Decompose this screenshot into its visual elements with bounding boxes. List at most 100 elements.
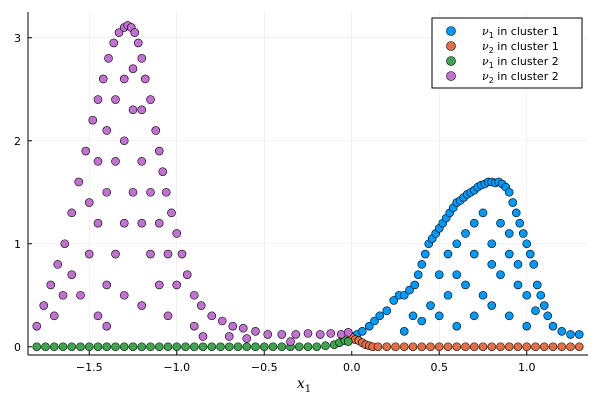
data-point [114,28,124,37]
data-point [443,249,453,259]
data-point [343,337,353,346]
data-point [182,270,192,279]
data-point [67,208,77,218]
legend: ν1 in cluster 1ν2 in cluster 1ν1 in clus… [431,17,583,89]
series-2-points [347,333,584,352]
data-point [504,311,514,321]
data-point [389,296,399,305]
data-point [382,306,392,316]
data-point [525,249,535,259]
data-point [487,301,497,310]
data-point [233,342,243,352]
data-point [137,54,147,63]
data-point [102,342,112,352]
data-point [242,342,252,352]
legend-marker-3 [446,56,456,66]
data-point [49,342,59,352]
x-tick-label: 0.0 [343,361,361,374]
data-point [417,316,427,326]
data-point [405,285,414,295]
data-point [268,342,278,352]
legend-label-1: ν1 in cluster 1 [482,25,559,40]
data-point [39,301,49,310]
legend-symbol: ν [482,40,489,53]
data-point [399,327,409,336]
series-1-points [347,177,584,341]
data-point [478,342,488,352]
data-point [496,270,505,279]
y-tick-label: 3 [14,32,21,45]
axes [27,12,588,356]
data-point [373,342,383,352]
data-point [504,342,514,352]
data-point [513,280,523,290]
data-point [53,260,63,269]
data-point [119,74,129,84]
data-point [326,329,336,338]
data-point [189,321,199,331]
data-point [32,342,42,352]
data-point [146,342,155,352]
data-point [434,311,444,321]
data-point [119,218,129,228]
data-point [119,290,129,300]
data-point [263,330,273,339]
data-point [487,260,497,269]
data-point [382,342,392,352]
data-point [163,311,173,321]
data-point [531,342,540,352]
data-point [370,316,379,326]
data-point [60,239,70,249]
data-point [98,74,108,84]
data-point [111,157,120,166]
data-point [469,311,479,321]
x-axis-title-main: x [297,376,305,392]
data-point [399,290,409,300]
data-point [574,342,584,352]
data-points [32,21,584,352]
data-point [119,342,129,352]
data-point [161,187,171,197]
data-point [74,177,84,187]
data-point [426,301,435,310]
data-point [452,239,462,249]
data-point [259,342,269,352]
data-point [408,342,418,352]
x-tick-label: 1.0 [518,361,536,374]
data-point [557,327,567,336]
x-tick-label: −0.5 [251,361,278,374]
data-point [504,187,514,197]
data-point [504,229,514,238]
y-ticks: 0 1 2 3 [14,32,32,354]
data-point [84,198,94,207]
data-point [41,342,50,352]
data-point [511,208,521,218]
legend-subscript: 2 [489,76,494,85]
data-point [452,342,462,352]
data-point [434,270,444,279]
data-point [207,342,217,352]
data-point [217,316,227,326]
data-point [487,239,497,249]
data-point [76,342,85,352]
data-point [303,342,313,352]
data-point [216,342,225,352]
data-point [478,208,488,218]
data-point [154,342,164,352]
y-tick-label: 1 [14,238,21,251]
data-point [102,321,112,331]
data-point [426,342,435,352]
data-point [119,136,129,146]
data-point [158,167,168,176]
data-point [434,342,444,352]
data-point [93,218,103,228]
data-point [84,342,94,352]
data-point [67,342,77,352]
legend-label-2: ν2 in cluster 1 [482,40,559,55]
data-point [58,290,68,300]
data-point [321,341,330,351]
data-point [315,330,325,339]
data-point [181,342,190,352]
data-point [128,64,138,73]
data-point [163,249,173,259]
